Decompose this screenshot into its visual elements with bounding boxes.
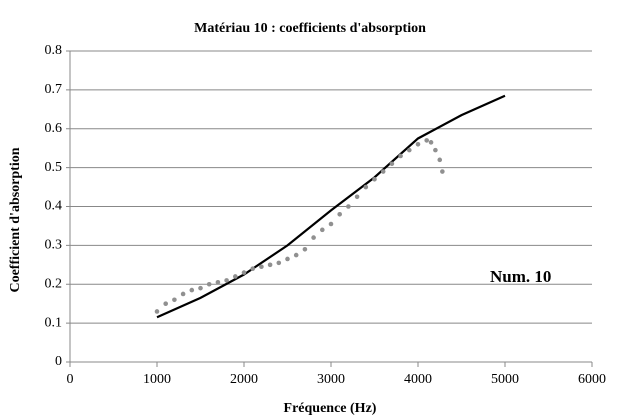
y-tick-label: 0 <box>55 354 62 369</box>
data-point <box>415 142 421 147</box>
data-point <box>311 235 316 240</box>
data-point <box>346 204 351 209</box>
annotation: Num. 10 <box>490 267 551 286</box>
data-point <box>250 266 255 272</box>
x-axis-label: Fréquence (Hz) <box>284 401 377 416</box>
data-point <box>337 211 343 217</box>
data-point <box>424 138 430 143</box>
data-point <box>224 278 229 283</box>
y-tick-label: 0.4 <box>45 199 63 214</box>
data-point <box>198 285 203 291</box>
data-point <box>428 140 434 145</box>
x-tick-label: 2000 <box>230 372 258 387</box>
data-point <box>259 264 264 270</box>
y-tick-label: 0.1 <box>45 315 63 330</box>
data-point <box>276 260 282 266</box>
x-tick-label: 6000 <box>578 372 606 387</box>
data-point <box>389 161 395 167</box>
data-point <box>440 169 445 174</box>
x-tick-label: 3000 <box>317 372 345 387</box>
data-point <box>320 227 325 233</box>
y-tick-label: 0.7 <box>45 82 63 97</box>
data-point <box>233 274 238 279</box>
y-tick-label: 0.3 <box>45 238 63 253</box>
data-point <box>241 270 247 275</box>
data-point <box>293 252 299 258</box>
x-tick-label: 0 <box>67 372 74 387</box>
data-point <box>154 309 160 314</box>
data-point <box>433 147 438 153</box>
data-point <box>215 280 221 285</box>
data-point <box>172 297 177 303</box>
data-point <box>407 147 412 153</box>
data-point <box>267 262 273 268</box>
data-point <box>363 184 369 190</box>
data-line <box>156 94 506 319</box>
data-point <box>354 194 360 200</box>
y-axis-label: Coefficient d'absorption <box>8 147 23 292</box>
data-point <box>437 157 443 163</box>
y-tick-label: 0.6 <box>45 121 63 136</box>
y-tick-label: 0.8 <box>45 43 63 58</box>
data-point <box>302 246 308 252</box>
x-tick-label: 4000 <box>404 372 432 387</box>
x-tick-label: 1000 <box>143 372 171 387</box>
data-point <box>206 281 212 287</box>
data-point <box>189 287 195 293</box>
x-tick-label: 5000 <box>491 372 519 387</box>
data-point <box>372 176 377 182</box>
data-point <box>380 169 386 174</box>
chart-title: Matériau 10 : coefficients d'absorption <box>194 21 426 36</box>
y-tick-label: 0.5 <box>45 160 63 175</box>
data-point <box>285 256 290 262</box>
y-tick-label: 0.2 <box>45 276 63 291</box>
data-point <box>163 301 168 306</box>
data-point <box>180 291 186 297</box>
data-point <box>398 153 403 159</box>
data-point <box>328 221 334 227</box>
